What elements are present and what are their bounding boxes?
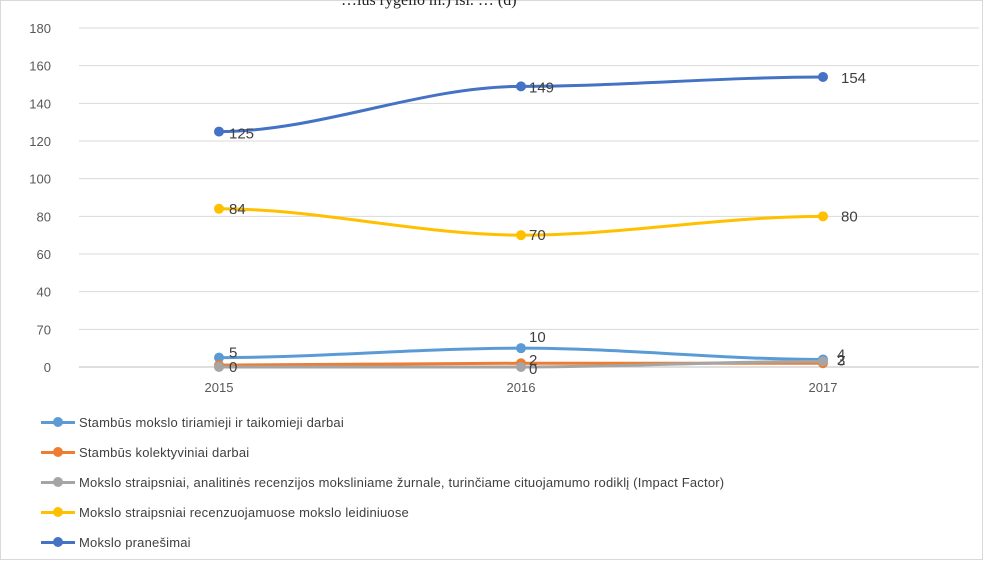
legend-item: Mokslo straipsniai recenzuojamuose moksl… bbox=[41, 501, 724, 523]
legend-swatch bbox=[41, 411, 75, 433]
legend-item: Stambūs mokslo tiriamieji ir taikomieji … bbox=[41, 411, 724, 433]
data-label: 0 bbox=[229, 359, 237, 376]
legend-item: Mokslo pranešimai bbox=[41, 531, 724, 553]
data-label: 125 bbox=[229, 126, 254, 143]
x-tick-label: 2015 bbox=[205, 380, 234, 395]
chart-legend: Stambūs mokslo tiriamieji ir taikomieji … bbox=[41, 411, 724, 561]
y-tick-label: 60 bbox=[37, 247, 51, 262]
x-axis-ticks: 2015 2016 2017 bbox=[205, 380, 838, 395]
y-tick-label: 180 bbox=[29, 21, 51, 36]
y-tick-label: 0 bbox=[44, 360, 51, 375]
legend-label: Mokslo straipsniai, analitinės recenzijo… bbox=[79, 474, 725, 490]
data-point bbox=[818, 71, 828, 82]
data-point bbox=[214, 126, 224, 137]
data-label: 0 bbox=[529, 361, 537, 378]
legend-item: Stambūs kolektyviniai darbai bbox=[41, 441, 724, 463]
y-tick-label: 40 bbox=[37, 285, 51, 300]
y-tick-label: 100 bbox=[29, 172, 51, 187]
legend-item: Mokslo straipsniai, analitinės recenzijo… bbox=[41, 471, 724, 493]
data-label: 4 bbox=[837, 346, 845, 363]
y-tick-label: 140 bbox=[29, 96, 51, 111]
data-point bbox=[516, 81, 526, 92]
y-tick-label: 160 bbox=[29, 59, 51, 74]
data-label: 149 bbox=[529, 79, 554, 96]
legend-label: Stambūs mokslo tiriamieji ir taikomieji … bbox=[79, 414, 344, 430]
data-point bbox=[214, 352, 224, 363]
data-label: 2 bbox=[529, 352, 537, 369]
data-point bbox=[214, 362, 224, 372]
legend-label: Mokslo pranešimai bbox=[79, 534, 191, 550]
series-lines bbox=[214, 71, 828, 372]
data-point bbox=[818, 356, 828, 367]
data-point bbox=[818, 211, 828, 222]
data-point bbox=[516, 343, 526, 354]
data-label: 2 bbox=[837, 352, 845, 369]
data-label: 154 bbox=[841, 70, 866, 87]
y-tick-label: 70 bbox=[37, 322, 51, 337]
data-label: 3 bbox=[837, 352, 845, 369]
data-label: 10 bbox=[529, 329, 546, 346]
data-label: 70 bbox=[529, 227, 546, 244]
data-label: 80 bbox=[841, 208, 858, 225]
x-tick-label: 2016 bbox=[507, 380, 536, 395]
legend-swatch bbox=[41, 471, 75, 493]
y-tick-label: 80 bbox=[37, 209, 51, 224]
data-point bbox=[214, 203, 224, 214]
data-point bbox=[516, 362, 526, 372]
data-label: 84 bbox=[229, 201, 246, 218]
chart-title-fragment: …iūs rygelio m.) išl. … (d) bbox=[341, 0, 517, 9]
x-tick-label: 2017 bbox=[809, 380, 838, 395]
y-tick-label: 120 bbox=[29, 134, 51, 149]
data-point bbox=[516, 230, 526, 241]
legend-swatch bbox=[41, 441, 75, 463]
legend-swatch bbox=[41, 531, 75, 553]
legend-label: Stambūs kolektyviniai darbai bbox=[79, 444, 250, 460]
y-axis-ticks: 180 160 140 120 100 80 60 40 70 0 bbox=[29, 21, 51, 375]
legend-swatch bbox=[41, 501, 75, 523]
legend-label: Mokslo straipsniai recenzuojamuose moksl… bbox=[79, 504, 409, 520]
data-label: 5 bbox=[229, 345, 237, 362]
